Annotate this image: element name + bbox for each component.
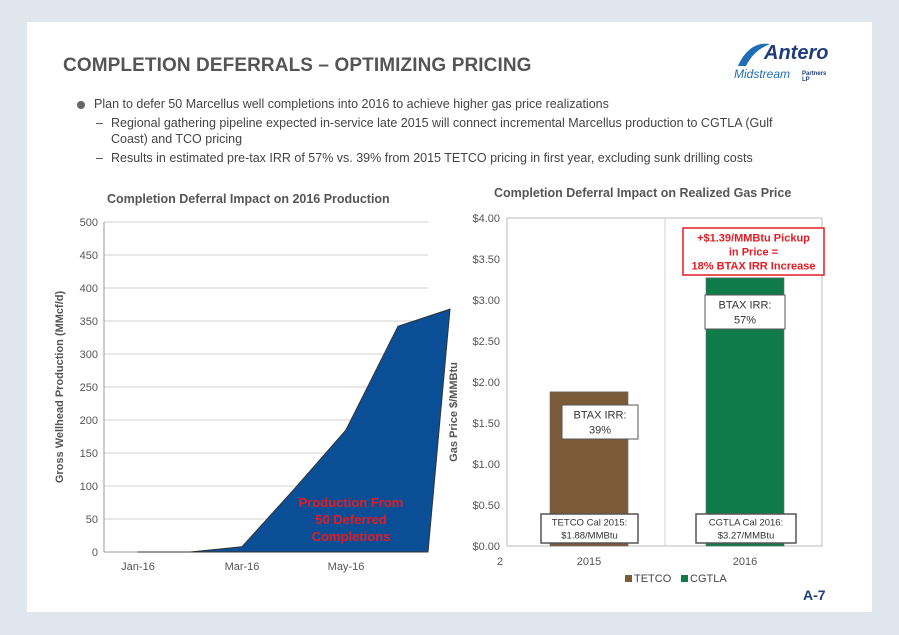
dash-icon: –	[96, 116, 103, 130]
logo-sub: Midstream	[734, 67, 791, 81]
page-number: A-7	[803, 587, 826, 603]
bullet-sub-1-text: Regional gathering pipeline expected in-…	[111, 116, 773, 146]
logo-sub-small: Partners LP	[802, 71, 827, 83]
logo-swoosh-icon	[738, 43, 770, 66]
antero-logo: Antero Midstream Partners LP	[734, 40, 834, 90]
bullet-sub-2-text: Results in estimated pre-tax IRR of 57% …	[111, 151, 753, 165]
bullet-dot-icon	[77, 101, 85, 109]
logo-name: Antero	[764, 42, 829, 64]
bullet-main-text: Plan to defer 50 Marcellus well completi…	[94, 97, 609, 111]
dash-icon: –	[96, 151, 103, 165]
page-title: COMPLETION DEFERRALS – OPTIMIZING PRICIN…	[63, 55, 532, 76]
chart-1-title: Completion Deferral Impact on 2016 Produ…	[107, 192, 390, 206]
chart-2-title: Completion Deferral Impact on Realized G…	[494, 186, 792, 200]
